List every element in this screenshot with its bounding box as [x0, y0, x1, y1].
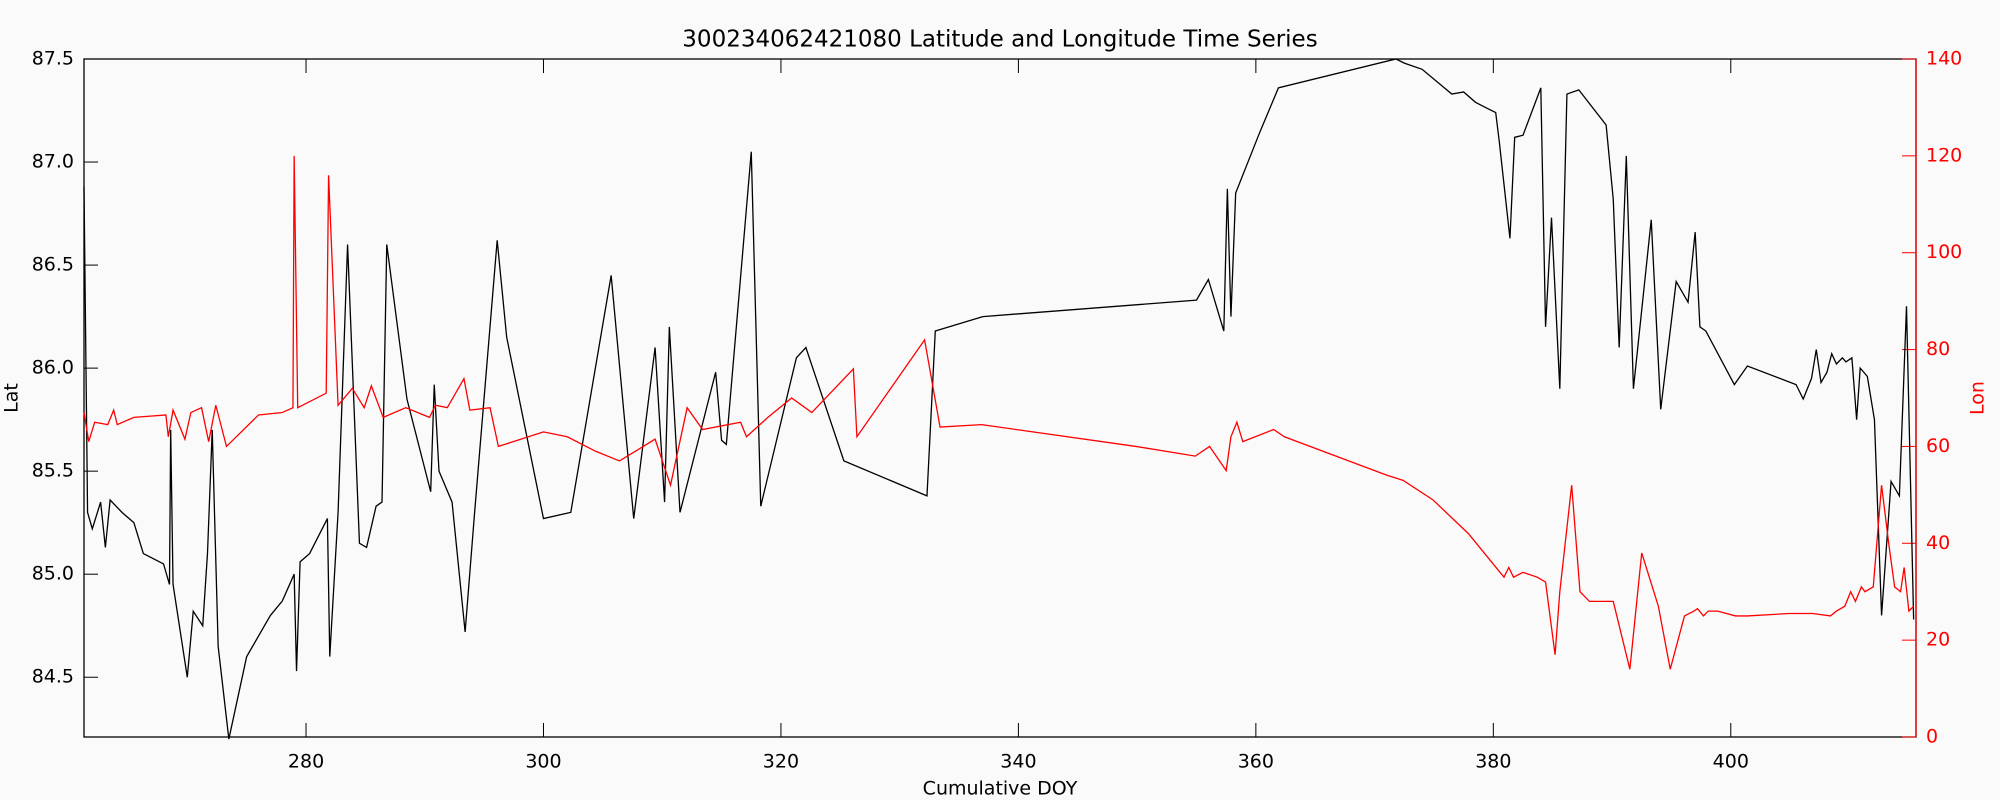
x-tick-label: 340 [1000, 751, 1036, 773]
y2-tick-label: 40 [1926, 532, 1950, 554]
y-tick-label: 87.0 [32, 151, 74, 173]
x-axis-label: Cumulative DOY [923, 778, 1078, 800]
x-tick-label: 300 [525, 751, 561, 773]
y-tick-label: 87.5 [32, 48, 74, 70]
y2-tick-label: 120 [1926, 144, 1962, 166]
data-line [83, 58, 1915, 740]
y2-tick-label: 60 [1926, 435, 1950, 457]
y-tick-label: 86.0 [32, 357, 74, 379]
y-tick-label: 84.5 [32, 666, 74, 688]
y2-tick-label: 140 [1926, 48, 1962, 70]
y2-tick-label: 80 [1926, 338, 1950, 360]
y2-axis-label: Lon [1967, 381, 1989, 415]
y2-tick-label: 100 [1926, 241, 1962, 263]
y-tick-label: 85.5 [32, 460, 74, 482]
x-tick-label: 380 [1475, 751, 1511, 773]
x-tick-label: 280 [288, 751, 324, 773]
data-line [83, 155, 1915, 670]
x-tick-label: 320 [763, 751, 799, 773]
y-axis-label: Lat [1, 383, 23, 413]
x-tick-label: 360 [1238, 751, 1274, 773]
y2-tick-label: 20 [1926, 629, 1950, 651]
y-tick-label: 86.5 [32, 254, 74, 276]
chart-title: 300234062421080 Latitude and Longitude T… [682, 27, 1317, 53]
y-tick-label: 85.0 [32, 563, 74, 585]
y2-tick-label: 0 [1926, 726, 1938, 748]
x-tick-label: 400 [1713, 751, 1749, 773]
